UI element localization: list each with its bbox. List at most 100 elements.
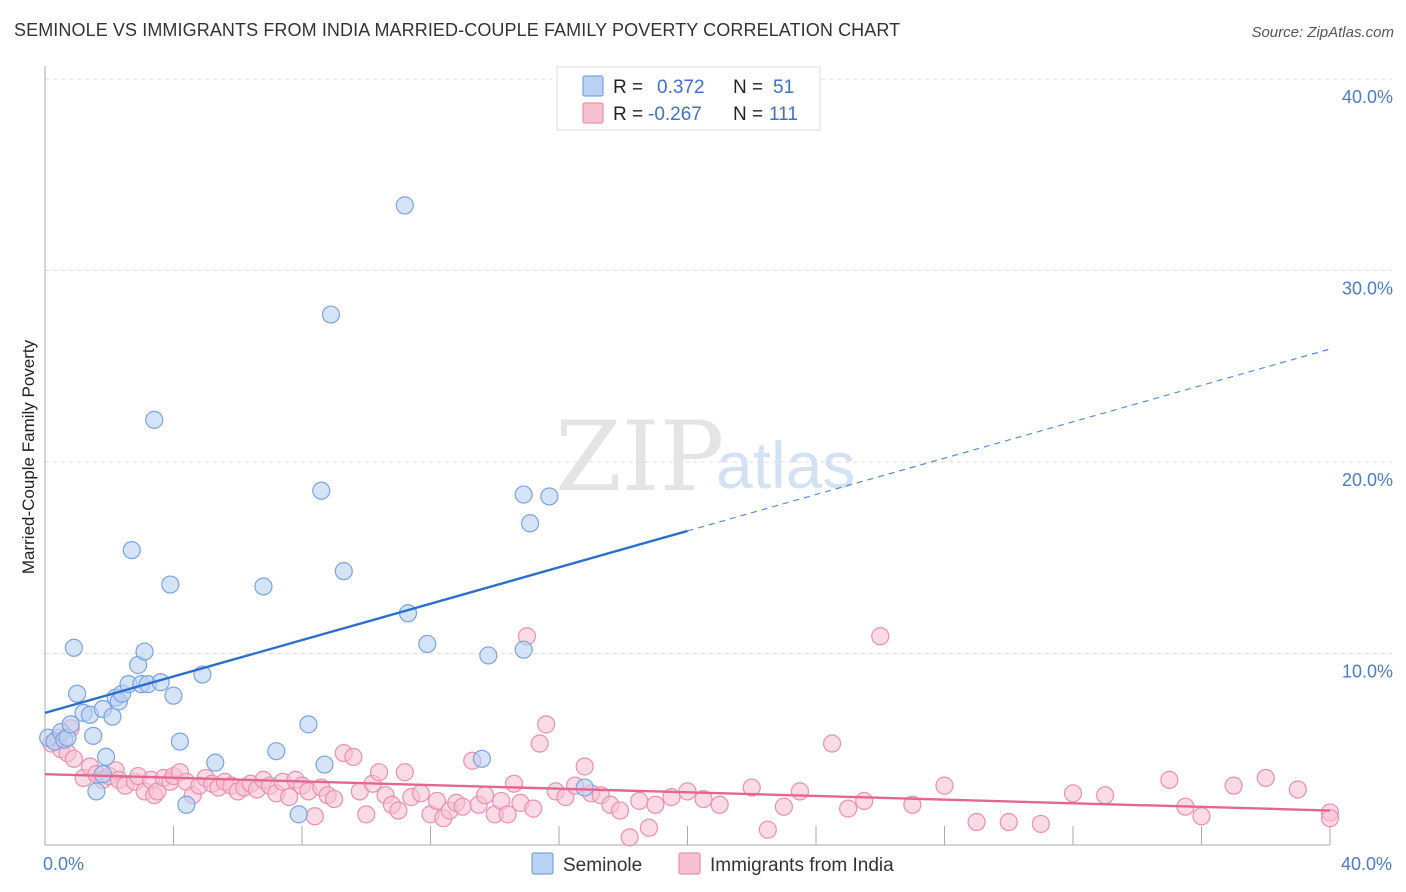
data-point xyxy=(254,577,273,596)
legend-r-label: R = xyxy=(613,104,643,125)
data-point xyxy=(206,753,225,772)
trend-lines xyxy=(44,348,1331,812)
data-point xyxy=(135,642,154,661)
legend-r-value: 0.372 xyxy=(657,77,705,98)
data-point xyxy=(514,485,533,504)
data-point xyxy=(164,686,183,705)
data-point xyxy=(710,795,729,814)
data-point xyxy=(84,726,103,745)
series-immigrants-from-india xyxy=(42,627,1340,847)
data-point xyxy=(1256,768,1275,788)
data-point xyxy=(520,514,540,533)
legend-label-seminole: Seminole xyxy=(563,855,642,876)
legend-swatch-immigrants-from-india xyxy=(582,102,604,124)
data-point xyxy=(411,784,430,803)
data-point xyxy=(103,707,122,726)
data-point xyxy=(122,540,141,560)
data-point xyxy=(694,789,713,809)
trend-line-seminole-extension xyxy=(687,348,1331,532)
data-point xyxy=(64,638,84,657)
legend-swatch-seminole xyxy=(582,75,604,97)
legend-n-value: 51 xyxy=(773,77,794,98)
legend-swatch-seminole xyxy=(531,852,554,875)
data-point xyxy=(967,812,986,832)
data-point xyxy=(504,774,524,793)
data-point xyxy=(344,747,363,767)
data-point xyxy=(325,789,344,809)
data-point xyxy=(87,782,106,801)
data-point xyxy=(620,828,639,847)
trend-line-immigrants-from-india xyxy=(44,772,1331,812)
data-point xyxy=(646,795,665,814)
data-point xyxy=(427,791,447,811)
data-point xyxy=(161,575,180,594)
data-point xyxy=(575,757,594,776)
data-point xyxy=(774,797,793,816)
data-point xyxy=(389,801,408,820)
y-tick-label: 10.0% xyxy=(1342,662,1393,682)
data-point xyxy=(305,807,324,826)
data-point xyxy=(790,782,810,801)
data-point xyxy=(145,410,164,429)
data-point xyxy=(514,640,533,659)
legend-n-label: N = xyxy=(733,77,763,98)
x-tick-label: 0.0% xyxy=(43,854,84,874)
data-point xyxy=(289,805,308,824)
data-point xyxy=(170,732,190,751)
data-point xyxy=(312,481,331,500)
axes xyxy=(44,66,1331,846)
x-tick-label: 40.0% xyxy=(1341,854,1392,874)
data-point xyxy=(498,805,517,824)
data-point xyxy=(1096,786,1115,805)
y-tick-label: 40.0% xyxy=(1342,87,1393,107)
data-point xyxy=(64,749,84,768)
data-point xyxy=(537,715,556,734)
series-seminole xyxy=(39,196,594,824)
y-tick-label: 30.0% xyxy=(1342,279,1393,299)
watermark-atlas: atlas xyxy=(716,428,855,502)
correlation-legend: R = 0.372 N = 51 R = -0.267 N = 111 xyxy=(556,66,821,131)
data-point xyxy=(630,791,649,811)
chart-title: SEMINOLE VS IMMIGRANTS FROM INDIA MARRIE… xyxy=(14,20,901,40)
data-point xyxy=(540,487,559,506)
data-point xyxy=(61,715,80,734)
data-point xyxy=(935,776,954,795)
data-point xyxy=(1320,809,1340,828)
y-tick-label: 20.0% xyxy=(1342,470,1393,490)
data-point xyxy=(418,634,437,654)
legend-label-immigrants-from-india: Immigrants from India xyxy=(710,855,894,876)
data-point xyxy=(1192,807,1211,826)
legend-n-label: N = xyxy=(733,104,763,125)
data-point xyxy=(855,791,874,811)
data-point xyxy=(839,799,858,818)
data-point xyxy=(395,196,414,215)
legend-n-value: 111 xyxy=(769,104,798,125)
data-point xyxy=(1224,776,1243,795)
data-point xyxy=(758,820,777,839)
data-point xyxy=(479,646,498,665)
data-point xyxy=(177,795,196,814)
data-point xyxy=(742,778,761,797)
chart-source: Source: ZipAtlas.com xyxy=(1251,24,1394,41)
data-point xyxy=(903,795,922,814)
data-point xyxy=(267,742,286,761)
data-point xyxy=(1063,784,1083,803)
data-point xyxy=(357,805,376,824)
data-point xyxy=(639,818,659,837)
data-point xyxy=(334,562,353,581)
data-point xyxy=(822,734,842,753)
data-point xyxy=(1288,780,1307,799)
watermark-zip: ZIP xyxy=(555,401,724,513)
data-point xyxy=(395,763,414,782)
data-point xyxy=(93,765,112,784)
data-point xyxy=(476,786,495,805)
data-point xyxy=(96,747,116,767)
data-point xyxy=(575,778,594,797)
data-point xyxy=(610,801,630,820)
data-point xyxy=(472,749,491,768)
y-axis-title: Married-Couple Family Poverty xyxy=(19,339,38,574)
trend-line-seminole xyxy=(44,529,688,715)
data-point xyxy=(453,797,472,816)
data-point xyxy=(1160,770,1179,789)
